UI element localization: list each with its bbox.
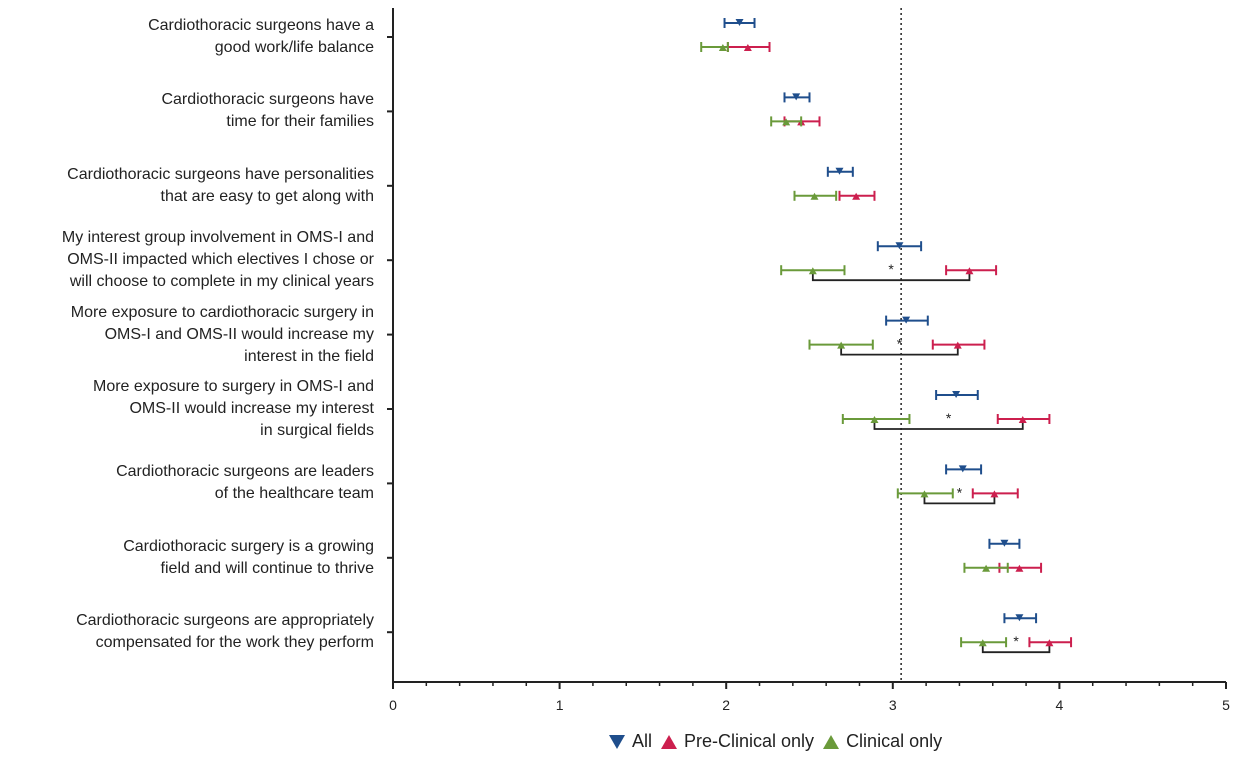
legend-label-clinical: Clinical only [846, 731, 943, 751]
data-point [782, 118, 791, 126]
data-point [953, 341, 962, 349]
data-point [982, 564, 991, 572]
y-category-label: My interest group involvement in OMS-I a… [61, 229, 374, 291]
data-point [735, 19, 744, 26]
significance-star: * [1013, 633, 1019, 649]
legend-item-all: All [608, 731, 652, 752]
data-point [952, 391, 961, 398]
legend-item-pre-clinical: Pre-Clinical only [660, 731, 814, 752]
legend: All Pre-Clinical only Clinical only [608, 731, 950, 752]
significance-bracket [840, 346, 959, 356]
data-point [978, 639, 987, 647]
data-point [870, 416, 879, 423]
data-point [958, 465, 967, 473]
x-tick-label: 3 [889, 697, 897, 713]
data-point [895, 242, 904, 250]
legend-label-all: All [632, 731, 653, 751]
significance-star: * [957, 484, 963, 500]
y-category-label: Cardiothoracic surgery is a growing fiel… [123, 537, 374, 577]
y-category-label: More exposure to surgery in OMS-I and OM… [92, 378, 374, 439]
data-point [990, 490, 999, 498]
significance-bracket [811, 272, 971, 282]
y-category-label: Cardiothoracic surgeons are leaders of t… [116, 463, 374, 503]
data-point [1000, 539, 1009, 547]
data-point [743, 44, 752, 51]
data-point [1015, 564, 1024, 572]
legend-marker-up-icon [823, 734, 840, 749]
data-point [810, 192, 819, 200]
y-category-label: Cardiothoracic surgeons are appropriatel… [76, 612, 374, 652]
x-tick-label: 5 [1222, 697, 1230, 713]
significance-bracket [981, 644, 1051, 654]
y-category-label: Cardiothoracic surgeons have personaliti… [67, 165, 374, 205]
significance-star: * [897, 336, 903, 352]
legend-marker-down-icon [609, 734, 625, 749]
significance-star: * [888, 261, 894, 277]
data-point [837, 341, 846, 349]
data-point [718, 44, 727, 51]
legend-label-pre-clinical: Pre-Clinical only [684, 731, 815, 751]
legend-item-clinical: Clinical only [822, 731, 942, 752]
significance-star: * [946, 410, 952, 426]
data-point [808, 267, 817, 275]
x-tick-label: 0 [389, 697, 397, 713]
data-point [902, 316, 911, 324]
y-category-label: More exposure to cardiothoracic surgery … [70, 303, 374, 365]
x-tick-label: 4 [1056, 697, 1064, 713]
legend-marker-up-icon [661, 734, 678, 749]
data-point [792, 93, 801, 101]
significance-bracket [873, 421, 1024, 430]
x-tick-label: 1 [556, 697, 564, 713]
y-category-label: Cardiothoracic surgeons have a good work… [148, 17, 374, 56]
data-point [1015, 614, 1024, 622]
y-category-label: Cardiothoracic surgeons have time for th… [161, 91, 374, 131]
data-point [852, 192, 861, 200]
data-point [1045, 639, 1054, 647]
data-point [965, 267, 974, 275]
data-point [1018, 416, 1027, 423]
data-point [920, 490, 929, 498]
x-tick-label: 2 [722, 697, 730, 713]
significance-bracket [923, 495, 996, 505]
data-point [835, 167, 844, 175]
